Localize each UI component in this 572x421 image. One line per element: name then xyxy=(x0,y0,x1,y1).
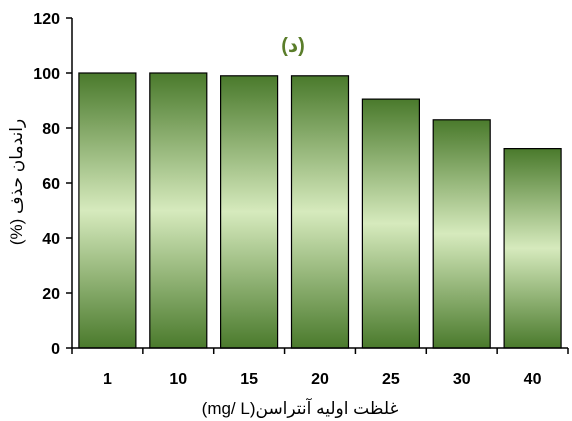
y-tick-label: 20 xyxy=(42,286,60,303)
bars-group xyxy=(78,72,562,349)
y-tick-label: 40 xyxy=(42,231,60,248)
x-tick-label: 40 xyxy=(524,371,542,388)
y-tick-label: 60 xyxy=(42,176,60,193)
x-tick-label: 1 xyxy=(103,371,112,388)
x-tick-label: 20 xyxy=(311,371,329,388)
bar-30 xyxy=(432,119,491,349)
bar-40 xyxy=(503,148,562,349)
panel-label: (د) xyxy=(281,35,305,57)
bar-25 xyxy=(361,98,420,349)
y-tick-label: 80 xyxy=(42,121,60,138)
bar-20 xyxy=(290,75,350,349)
x-axis: 1 10 15 20 25 30 40 xyxy=(71,347,569,388)
y-tick-label: 0 xyxy=(51,341,60,358)
x-tick-label: 25 xyxy=(382,371,400,388)
y-tick-label: 100 xyxy=(33,66,60,83)
x-tick-label: 10 xyxy=(169,371,187,388)
bar-10 xyxy=(149,72,208,349)
x-axis-label: (mg/ L)غلظت اولیه آنتراسن xyxy=(202,397,399,418)
bar-15 xyxy=(220,75,279,349)
x-tick-label: 15 xyxy=(240,371,258,388)
y-axis-label: (%) راندمان حذف xyxy=(7,119,26,245)
x-tick-label: 30 xyxy=(453,371,471,388)
bar-1 xyxy=(78,72,137,349)
y-axis: 0 20 40 60 80 100 120 xyxy=(33,11,73,358)
y-tick-label: 120 xyxy=(33,11,60,28)
